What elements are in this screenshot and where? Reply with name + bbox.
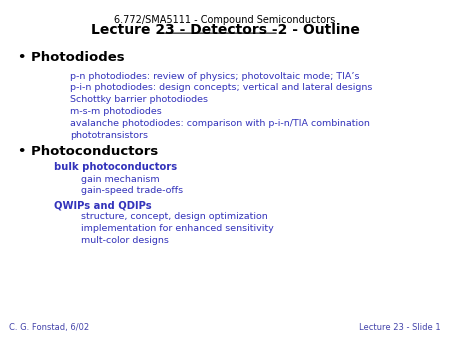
Text: Lecture 23 - Detectors -2 - Outline: Lecture 23 - Detectors -2 - Outline [90,23,360,37]
Text: Schottky barrier photodiodes: Schottky barrier photodiodes [70,95,208,104]
Text: phototransistors: phototransistors [70,131,148,140]
Text: bulk photoconductors: bulk photoconductors [54,162,177,172]
Text: mult-color designs: mult-color designs [81,236,169,245]
Text: • Photodiodes: • Photodiodes [18,51,125,64]
Text: p-n photodiodes: review of physics; photovoltaic mode; TIA’s: p-n photodiodes: review of physics; phot… [70,72,359,80]
Text: p-i-n photodiodes: design concepts; vertical and lateral designs: p-i-n photodiodes: design concepts; vert… [70,83,372,92]
Text: C. G. Fonstad, 6/02: C. G. Fonstad, 6/02 [9,323,89,332]
Text: avalanche photodiodes: comparison with p-i-n/TIA combination: avalanche photodiodes: comparison with p… [70,119,369,128]
Text: m-s-m photodiodes: m-s-m photodiodes [70,107,162,116]
Text: • Photoconductors: • Photoconductors [18,145,158,158]
Text: gain mechanism: gain mechanism [81,175,160,184]
Text: QWIPs and QDIPs: QWIPs and QDIPs [54,200,152,210]
Text: structure, concept, design optimization: structure, concept, design optimization [81,213,268,221]
Text: gain-speed trade-offs: gain-speed trade-offs [81,187,183,195]
Text: Lecture 23 - Slide 1: Lecture 23 - Slide 1 [360,323,441,332]
Text: implementation for enhanced sensitivity: implementation for enhanced sensitivity [81,224,274,233]
Text: 6.772/SMA5111 - Compound Semiconductors: 6.772/SMA5111 - Compound Semiconductors [114,15,336,25]
